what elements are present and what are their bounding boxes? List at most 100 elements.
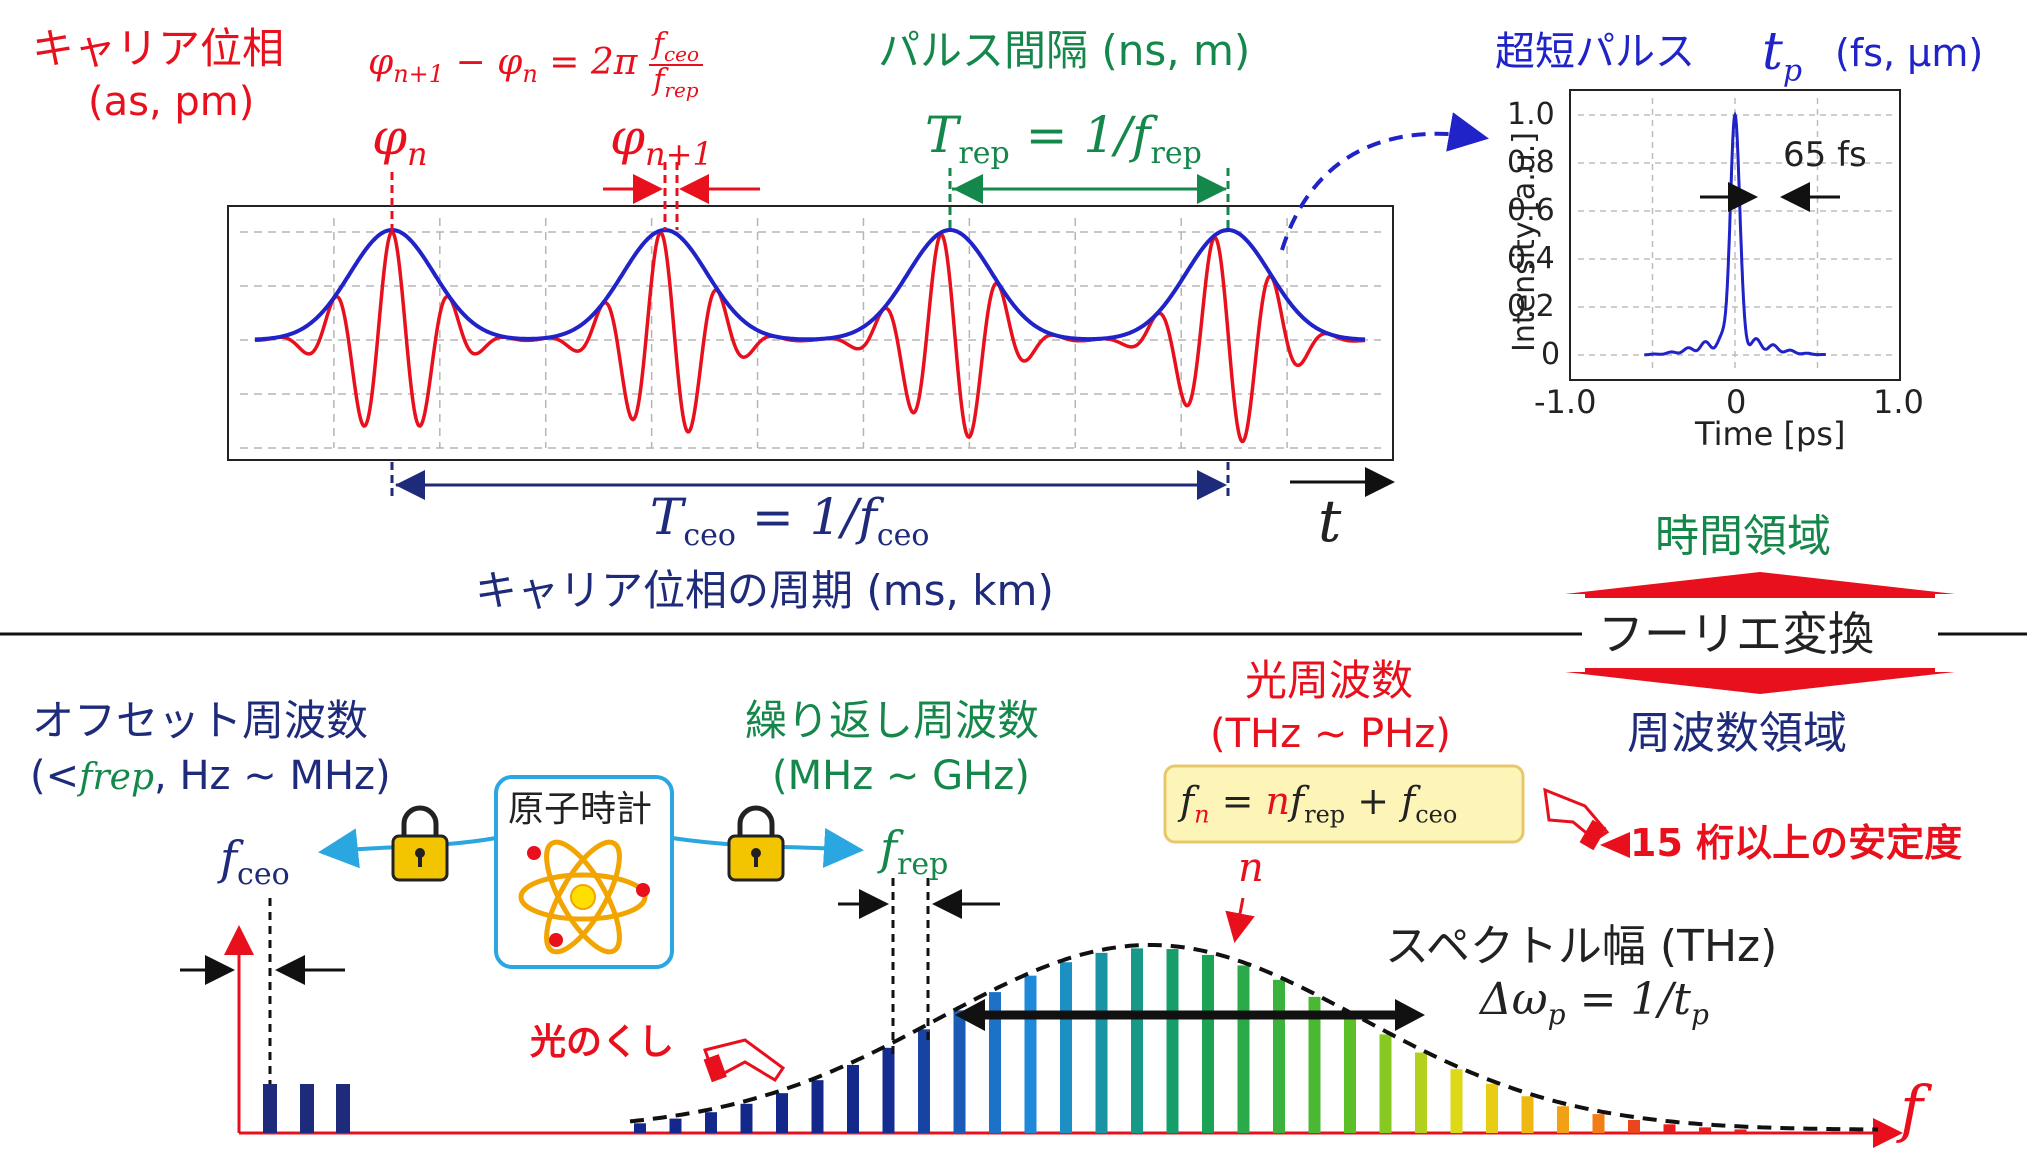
atomic-clock-box [494,775,674,969]
comb-tooth [1273,979,1285,1133]
comb-formula-box [1163,764,1525,844]
comb-tooth [669,1118,682,1133]
time-domain-label: 時間領域 [1655,511,1831,562]
atom-icon [518,839,648,955]
electron-icon [527,846,541,860]
comb-formula: fn = nfrep + fceo [1180,779,1458,829]
comb-tooth [847,1064,859,1133]
carrier-phase-title: キャリア位相 [32,24,285,73]
pulse-intensity-series [1644,111,1826,357]
comb-tooth [1521,1096,1534,1133]
inset-y-tick-label: 0.8 [1507,145,1555,180]
inset-y-tick-label: 0.4 [1507,241,1555,276]
inset-x-tick-label: 1.0 [1873,383,1924,421]
frep-label: frep [880,821,949,883]
comb-tooth [705,1112,717,1133]
atomic-clock-label: 原子時計 [508,789,653,830]
comb-tooth [1024,975,1037,1133]
fourier-label-box [1582,598,1938,668]
pulse-interval-title: パルス間隔 (ns, m) [878,26,1251,75]
pulse-waves [254,228,1366,444]
time-axis-label: t [1318,487,1342,555]
pulse-plot-grid [240,218,1381,449]
fwhm-label: 65 fs [1783,135,1867,175]
tceo-caption: キャリア位相の周期 (ms, km) [475,566,1054,615]
trep-formula: Trep = 1/frep [925,106,1202,171]
phase-difference-formula: φn+1 − φn = 2π fceo frep [368,30,704,100]
n-label: n [1238,845,1264,891]
comb-tooth [1486,1083,1498,1133]
comb-tooth [1415,1052,1427,1133]
ultrashort-symbol: tp [1762,22,1803,89]
comb-tooth [740,1103,753,1133]
comb-tooth [882,1047,895,1133]
comb-tooth [1379,1034,1392,1133]
ultrashort-units: (fs, μm) [1835,31,1984,75]
comb-tooth [1166,949,1179,1133]
comb-tooth [1734,1129,1747,1133]
electron-icon [636,883,650,897]
atom-nucleus-icon [570,884,596,910]
pointing-hand-icon [703,1038,786,1083]
frequency-domain-label: 周波数領域 [1627,708,1847,759]
fceo-offset-bars [263,1084,350,1133]
comb-tooth [1095,952,1108,1133]
stability-pointer [1600,832,1630,858]
inset-xlabel: Time [ps] [1695,415,1846,453]
phi-n-label: φn [372,108,428,173]
comb-tooth [811,1080,824,1133]
inset-y-tick-label: 1.0 [1507,97,1555,132]
inset-x-tick-label: 0 [1726,383,1747,421]
electron-icon [549,933,563,947]
rep-frequency-title: 繰り返し周波数 [745,696,1040,745]
inset-y-tick-label: 0.6 [1507,193,1555,228]
comb-tooth [776,1093,788,1133]
spectral-width-title: スペクトル幅 (THz) [1385,921,1778,972]
comb-label: 光のくし [530,1022,675,1063]
carrier-phase-units: (as, pm) [88,79,255,125]
comb-tooth [1237,965,1250,1133]
rep-frequency-units: (MHz ~ GHz) [772,753,1030,799]
comb-tooth [1557,1106,1569,1133]
comb-tooth [1592,1114,1605,1133]
offset-frequency-units: (<frep, Hz ~ MHz) [30,753,391,799]
pointing-hand-icon [1543,787,1610,851]
comb-tooth [989,992,1001,1133]
offset-frequency-title: オフセット周波数 [32,696,369,745]
comb-tooth [1663,1124,1676,1133]
ultrashort-title: 超短パルス [1495,29,1695,75]
comb-tooth [1628,1120,1640,1133]
optical-frequency-title: 光周波数 [1245,656,1414,705]
inset-y-tick-label: 0.2 [1507,289,1555,324]
n-arrow [1225,897,1255,943]
frequency-comb [634,948,1747,1133]
spectral-width-arrow-left [955,999,985,1031]
comb-tooth [1450,1069,1463,1133]
inset-y-tick-label: 0 [1541,337,1561,372]
ultrashort-pulse-chart [1569,89,1901,381]
comb-tooth [1344,1015,1356,1133]
tceo-formula: Tceo = 1/fceo [650,488,930,553]
fceo-label: fceo [220,831,290,893]
comb-tooth [1202,954,1214,1133]
comb-tooth [634,1123,646,1133]
optical-frequency-units: (THz ~ PHz) [1210,711,1451,757]
comb-tooth [1131,948,1143,1133]
inset-link-arrow [1280,112,1489,251]
comb-tooth [1060,962,1072,1133]
comb-tooth [1308,996,1321,1133]
comb-tooth [918,1029,930,1133]
spectral-width-formula: Δωp = 1/tp [1480,974,1709,1031]
freq-axis-label: f [1900,1072,1923,1145]
padlock-icon [391,805,449,882]
stability-label: 15 桁以上の安定度 [1630,821,1963,865]
comb-envelope [629,943,1878,1132]
spectral-width-arrow-right [1395,999,1425,1031]
inset-x-tick-label: -1.0 [1534,383,1597,421]
pulse-envelope [254,228,1366,342]
comb-tooth [953,1010,966,1133]
padlock-icon [727,805,785,882]
comb-tooth [1699,1127,1711,1133]
phi-n1-label: φn+1 [610,108,713,173]
